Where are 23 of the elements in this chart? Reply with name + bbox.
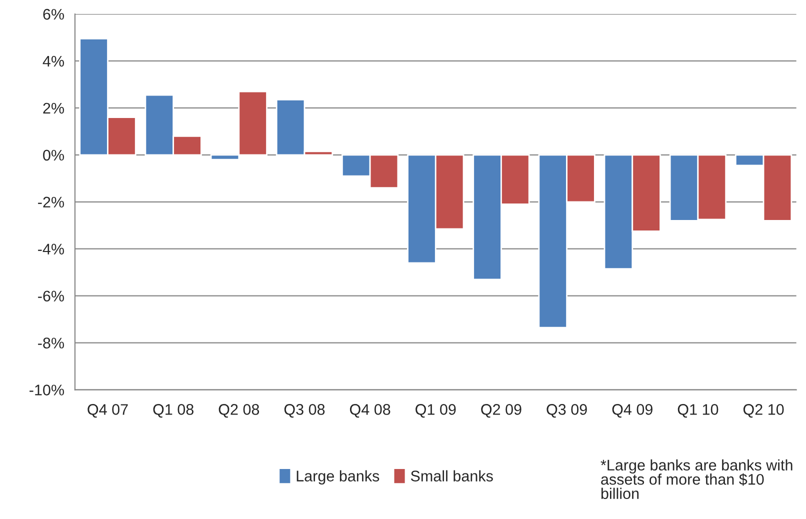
text: *Large banks are banks with assets of more than $10 billion — [600, 459, 792, 500]
x-tick-label: Q4 09 — [612, 404, 652, 418]
x-tick-label: Q1 10 — [678, 404, 718, 418]
y-tick-label: -8% — [38, 338, 64, 348]
x-tick-label: Q1 09 — [416, 404, 456, 418]
y-tick-label: 2% — [43, 102, 64, 114]
x-tick-label: Q3 08 — [284, 404, 325, 418]
y-tick-label: -4% — [38, 244, 64, 254]
x-tick-label: Q1 08 — [153, 404, 194, 418]
y-tick-label: 4% — [42, 56, 64, 67]
y-tick-label: -6% — [38, 290, 64, 302]
y-tick-label: -10% — [30, 384, 64, 396]
y-tick-label: 6% — [43, 8, 64, 20]
legend-label: Large banks — [296, 470, 380, 484]
x-tick-label: Q4 08 — [350, 404, 390, 418]
x-tick-label: Q2 10 — [743, 404, 784, 418]
y-tick-label: 0% — [43, 150, 64, 161]
x-tick-label: Q2 09 — [481, 404, 522, 418]
x-tick-label: Q3 09 — [546, 404, 587, 418]
y-tick-label: -2% — [38, 196, 64, 208]
x-tick-label: Q4 07 — [88, 404, 128, 418]
x-tick-label: Q2 08 — [218, 404, 260, 418]
legend-label: Small banks — [410, 470, 493, 482]
